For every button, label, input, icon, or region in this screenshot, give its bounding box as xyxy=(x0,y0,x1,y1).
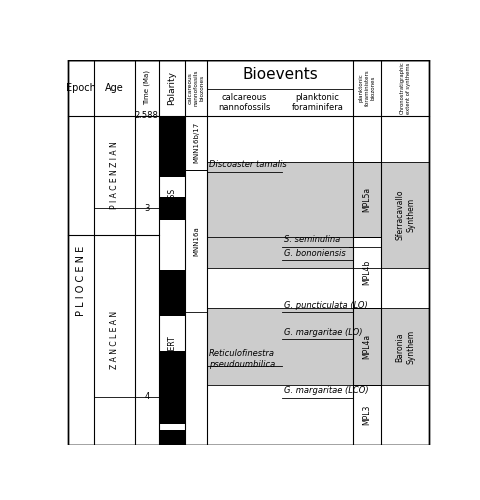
Text: 3: 3 xyxy=(144,204,149,212)
Text: calcareous
nannofossils: calcareous nannofossils xyxy=(218,92,270,112)
Bar xyxy=(381,308,428,386)
Bar xyxy=(352,386,381,445)
Text: Sferracavallo
Synthem: Sferracavallo Synthem xyxy=(395,190,414,240)
Text: MPL4a: MPL4a xyxy=(362,334,371,359)
Text: MPL4b: MPL4b xyxy=(362,260,371,285)
Text: Chronostratigraphic
extent of synthems: Chronostratigraphic extent of synthems xyxy=(399,62,410,114)
Text: MPL3: MPL3 xyxy=(362,405,371,425)
Bar xyxy=(158,116,185,445)
Text: P L I O C E N E: P L I O C E N E xyxy=(75,246,85,316)
Text: Bioevents: Bioevents xyxy=(242,67,317,82)
Text: MPL5a: MPL5a xyxy=(362,187,371,212)
Text: Baronia
Synthem: Baronia Synthem xyxy=(395,330,414,364)
Text: calcareous
nannofossils
biozones: calcareous nannofossils biozones xyxy=(188,70,204,106)
Text: GAUSS: GAUSS xyxy=(167,188,176,214)
Text: GILBERT: GILBERT xyxy=(167,335,176,366)
Text: G. bononiensis: G. bononiensis xyxy=(283,249,345,258)
Bar xyxy=(381,162,428,268)
Bar xyxy=(352,162,381,237)
Bar xyxy=(158,131,185,178)
Bar xyxy=(207,308,352,386)
Bar xyxy=(158,196,185,220)
Text: Time (Ma): Time (Ma) xyxy=(143,70,150,106)
Text: G. margaritae (LO): G. margaritae (LO) xyxy=(283,328,361,336)
Bar xyxy=(158,350,185,424)
Bar xyxy=(207,162,352,268)
Text: planktonic
foraministers
biozones: planktonic foraministers biozones xyxy=(358,70,374,106)
Text: MNN16a: MNN16a xyxy=(193,226,199,256)
Bar xyxy=(158,270,185,316)
Text: MNN16b/17: MNN16b/17 xyxy=(193,122,199,164)
Text: Reticulofinestra
pseudoumbilica: Reticulofinestra pseudoumbilica xyxy=(209,350,275,369)
Bar xyxy=(158,430,185,445)
Text: Discoaster tamalis: Discoaster tamalis xyxy=(209,160,287,169)
Text: S. seminulina: S. seminulina xyxy=(283,236,339,244)
Text: 4: 4 xyxy=(144,392,149,402)
Bar xyxy=(158,116,185,131)
Bar xyxy=(158,178,185,197)
Text: Z A N C L E A N: Z A N C L E A N xyxy=(109,311,119,369)
Text: planktonic
foraminifera: planktonic foraminifera xyxy=(291,92,343,112)
Bar xyxy=(352,308,381,386)
Text: G. puncticulata (LO): G. puncticulata (LO) xyxy=(283,300,367,310)
Text: Age: Age xyxy=(105,83,123,93)
Text: P I A C E N Z I A N: P I A C E N Z I A N xyxy=(109,142,119,210)
Text: G. margaritae (LCO): G. margaritae (LCO) xyxy=(283,386,368,395)
Text: Polarity: Polarity xyxy=(167,71,176,105)
Text: Epoch: Epoch xyxy=(66,83,96,93)
Bar xyxy=(158,316,185,350)
Bar xyxy=(352,237,381,308)
Text: 2.588: 2.588 xyxy=(134,112,158,120)
Bar xyxy=(158,220,185,270)
